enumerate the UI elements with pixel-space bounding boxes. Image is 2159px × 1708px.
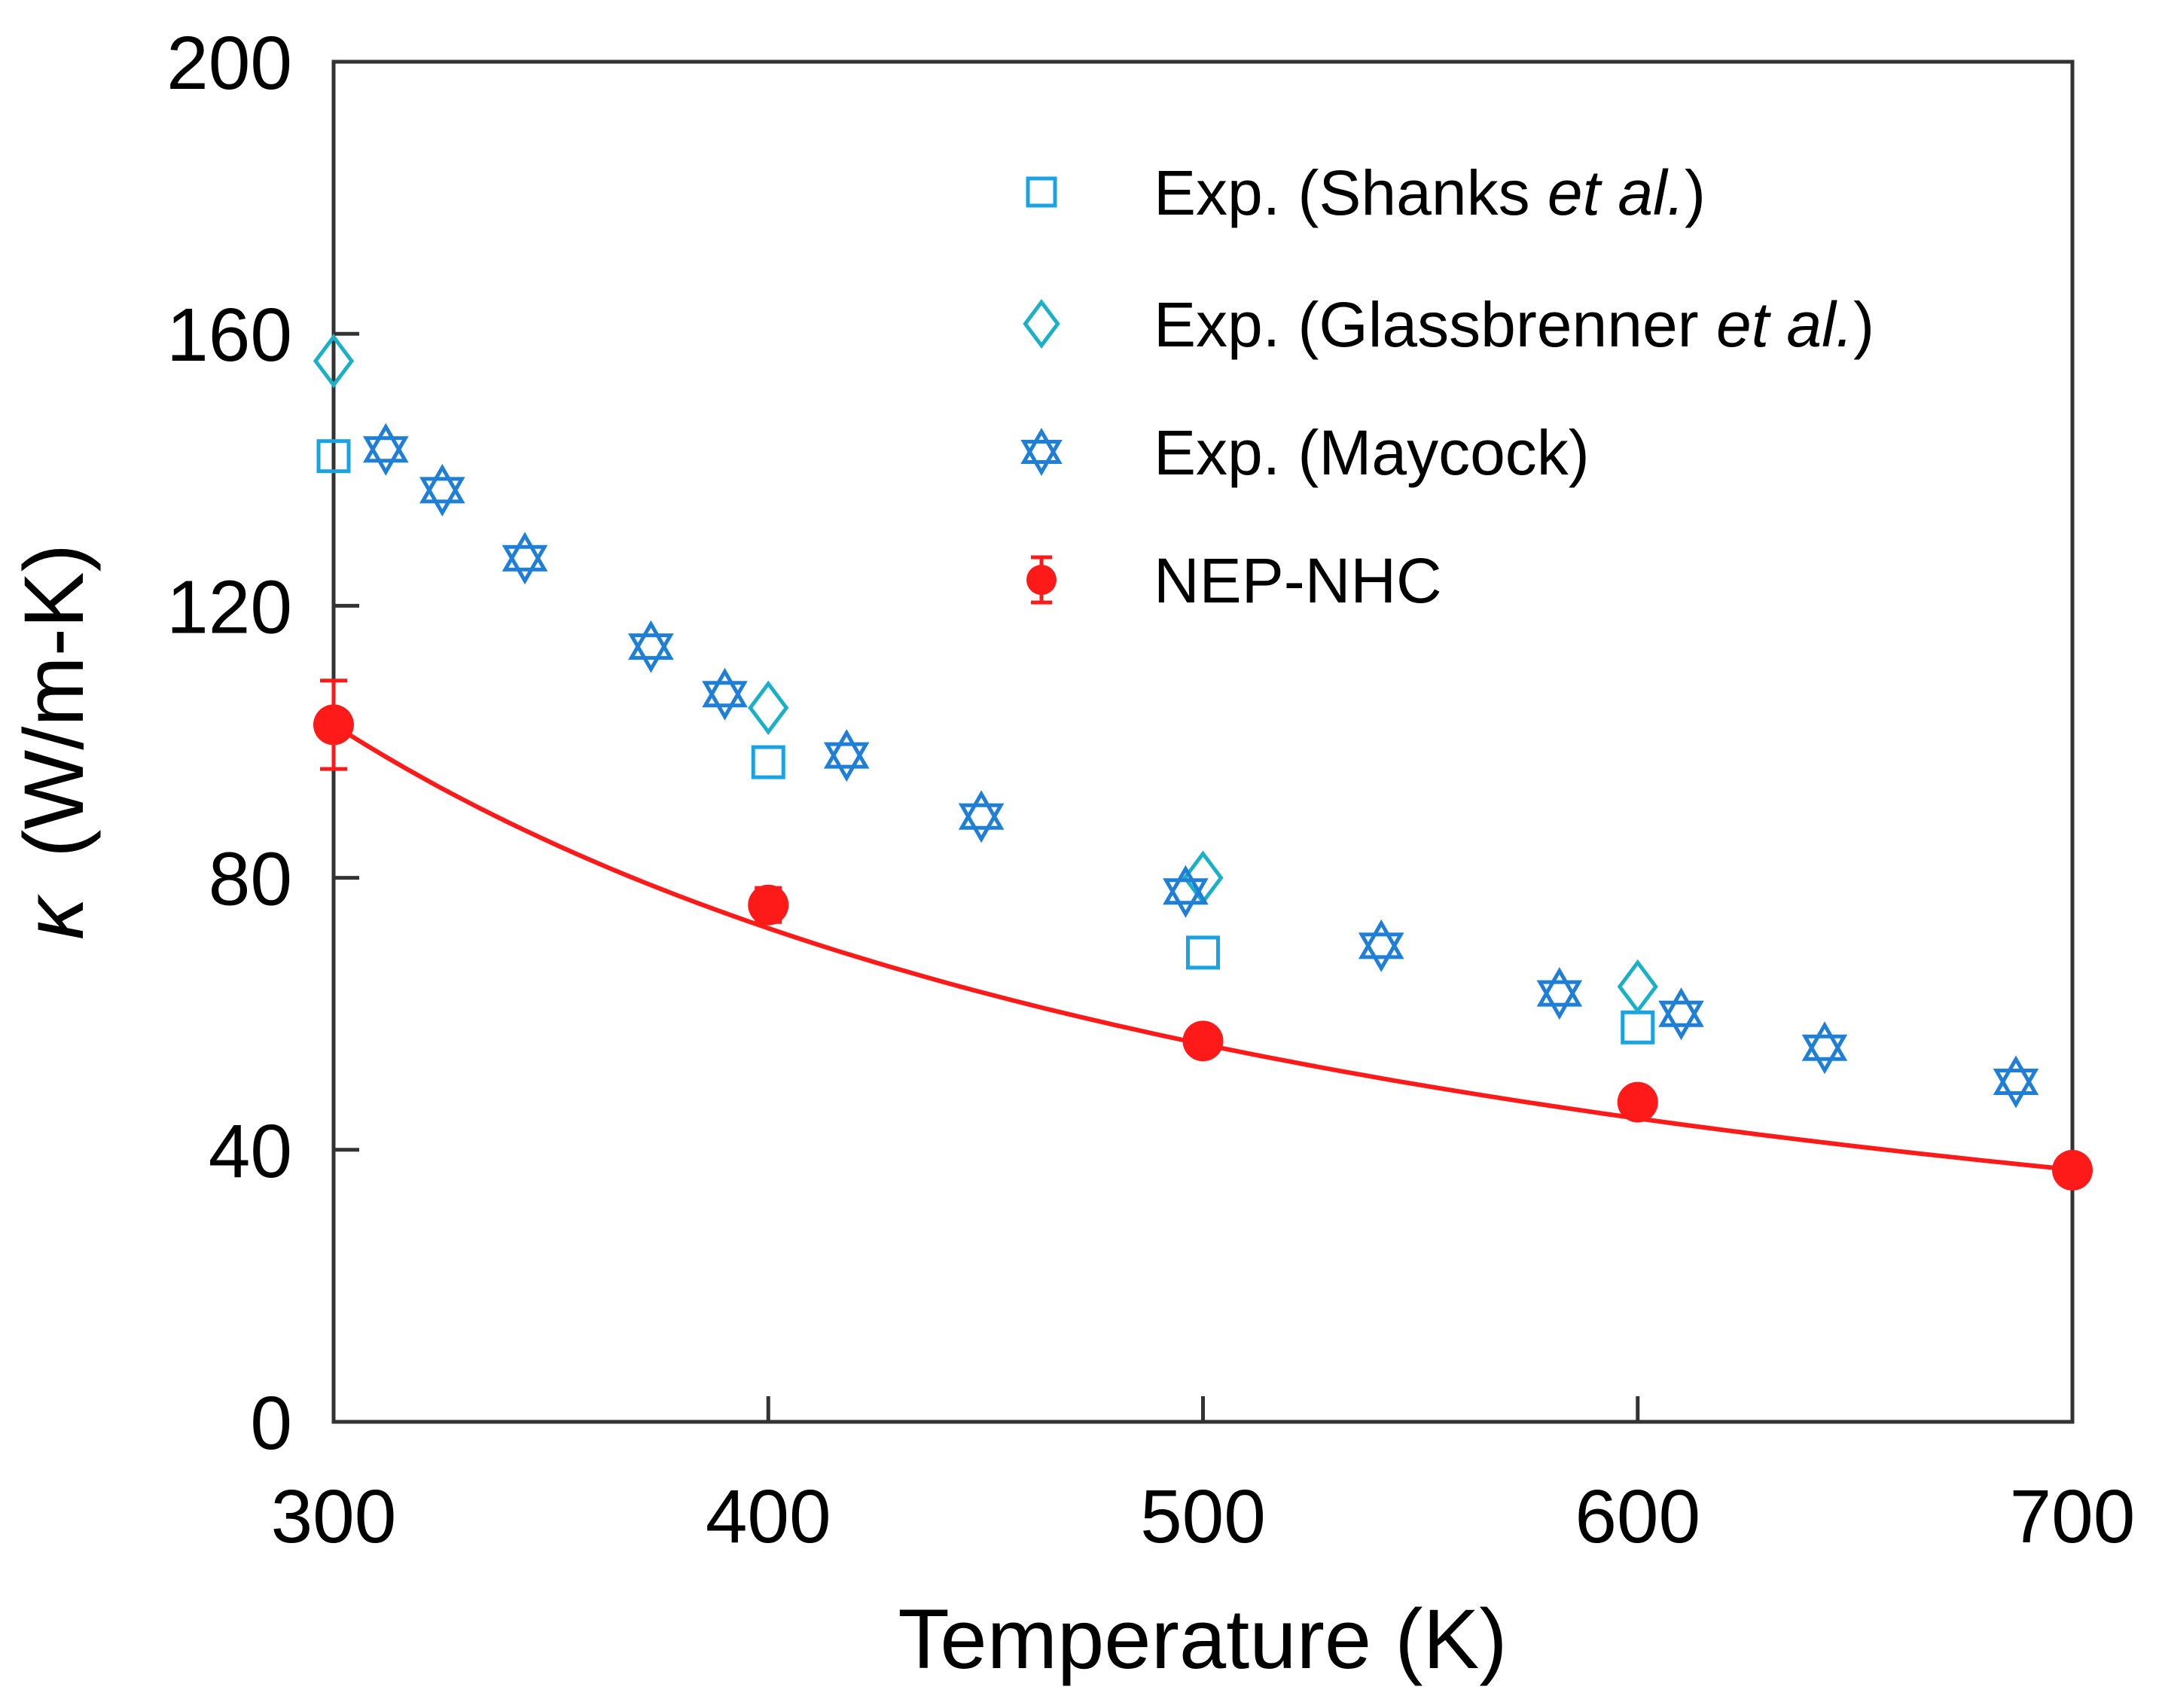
y-axis-unit: (W/m-K) [7,544,101,858]
glassbrenner-point [748,680,789,736]
maycock-point [502,532,548,585]
y-axis-symbol: κ [7,894,101,940]
legend-item-nep: NEP-NHC [1026,545,1442,616]
star-triangle-down [958,803,1005,843]
star-triangle-down [1801,1034,1848,1075]
star-triangle-down [1020,440,1063,476]
x-tick-label: 700 [2010,1475,2136,1559]
maycock-point [1358,919,1404,972]
star-triangle-up [419,463,465,504]
star-triangle-down [1163,878,1209,918]
star-triangle-down [1993,1069,2039,1109]
star-triangle-down [628,633,674,673]
star-triangle-down [1358,932,1404,972]
legend-label-text: Exp. (Shanks [1154,157,1548,228]
legend-marker-square [1026,176,1057,208]
legend-marker-circle [1026,565,1057,595]
legend-item-shanks: Exp. (Shanks et al.) [1026,157,1706,228]
y-tick-label: 120 [166,565,292,649]
legend: Exp. (Shanks et al.)Exp. (Glassbrenner e… [1020,157,1874,616]
y-axis-ticks: 0 40 80 120 160 200 [166,21,359,1466]
star-triangle-up [1993,1055,2039,1095]
nep-point [313,704,354,746]
maycock-series [362,422,2039,1109]
x-axis-ticks: 300 400 500 600 700 [271,1396,2136,1559]
glassbrenner-point [1617,959,1658,1014]
maycock-point [419,463,465,517]
nep-fit-curve [332,722,2073,1173]
star-triangle-up [1358,919,1404,959]
shanks-point [316,439,351,474]
legend-item-maycock: Exp. (Maycock) [1020,417,1590,488]
legend-label-italic: et al. [1716,289,1853,360]
maycock-point [1801,1021,1848,1075]
shanks-point [751,745,785,779]
shanks-point [1186,935,1220,970]
legend-marker-diamond [1023,299,1060,349]
maycock-point [823,729,870,782]
maycock-point [362,422,409,476]
legend-label-maycock: Exp. (Maycock) [1154,417,1590,488]
maycock-point [958,790,1005,843]
y-tick-label: 40 [209,1109,292,1194]
legend-label-nep: NEP-NHC [1154,545,1442,616]
y-tick-label: 160 [166,293,292,377]
shanks-point [1621,1010,1655,1045]
legend-label-glassbrenner: Exp. (Glassbrenner et al.) [1154,289,1874,360]
legend-label-text: Exp. (Glassbrenner [1154,289,1716,360]
y-tick-label: 80 [209,837,292,922]
shanks-series [316,439,1655,1045]
star-triangle-down [823,742,870,782]
star-triangle-up [1020,428,1063,464]
nep-series [313,679,2093,1191]
maycock-point [628,620,674,673]
data-points [313,334,2093,1191]
star-triangle-up [1536,967,1583,1007]
legend-label-italic: et al. [1548,157,1685,228]
star-triangle-down [1536,980,1583,1020]
nep-point [1182,1020,1224,1062]
star-triangle-up [362,422,409,463]
star-triangle-down [702,681,748,721]
legend-label-text: Exp. (Maycock) [1154,417,1590,488]
legend-label-text: NEP-NHC [1154,545,1442,616]
maycock-point [1993,1055,2039,1109]
maycock-point [1658,987,1704,1041]
star-triangle-down [1658,1000,1704,1041]
x-tick-label: 300 [271,1475,397,1559]
glassbrenner-point [313,334,355,389]
star-triangle-up [823,729,870,769]
nep-point [2052,1149,2093,1191]
y-tick-label: 200 [166,21,292,105]
x-tick-label: 500 [1140,1475,1266,1559]
maycock-point [1536,967,1583,1020]
x-tick-label: 400 [706,1475,831,1559]
star-triangle-up [702,667,748,708]
star-triangle-down [419,477,465,517]
star-triangle-up [958,790,1005,830]
legend-marker-star [1020,428,1063,476]
nep-point [1617,1081,1658,1123]
star-triangle-down [362,436,409,476]
legend-label-suffix: ) [1685,157,1706,228]
legend-label-shanks: Exp. (Shanks et al.) [1154,157,1706,228]
star-triangle-up [1801,1021,1848,1061]
x-axis-title: Temperature (K) [898,1592,1507,1686]
x-tick-label: 600 [1575,1475,1700,1559]
plot-frame [331,59,2075,1424]
y-tick-label: 0 [250,1381,292,1466]
nep-point [748,884,789,926]
star-triangle-up [502,532,548,572]
legend-label-suffix: ) [1853,289,1874,360]
star-triangle-up [1163,865,1209,905]
legend-item-glassbrenner: Exp. (Glassbrenner et al.) [1023,289,1874,360]
star-triangle-up [628,620,674,660]
star-triangle-up [1658,987,1704,1027]
maycock-point [702,667,748,721]
star-triangle-down [502,544,548,585]
maycock-point [1163,865,1209,918]
y-axis-title: κ (W/m-K) [7,544,101,940]
